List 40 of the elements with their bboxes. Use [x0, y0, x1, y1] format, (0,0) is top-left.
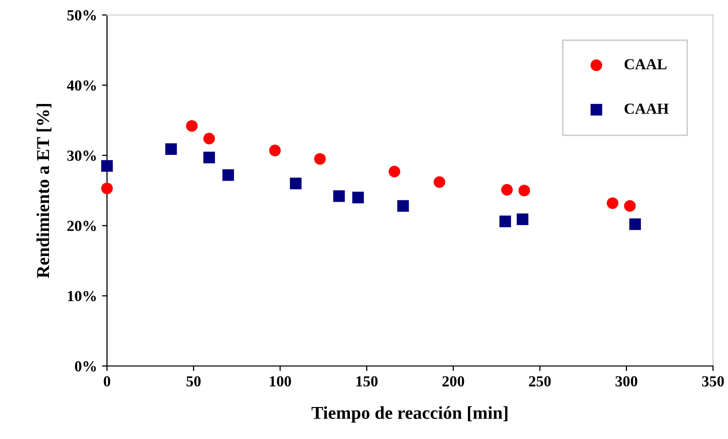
point [397, 200, 409, 212]
point [501, 184, 513, 196]
point [203, 132, 215, 144]
y-tick-label: 40% [66, 80, 96, 91]
y-tick-label: 0% [74, 361, 96, 372]
x-tick-label: 200 [442, 376, 464, 386]
point [314, 153, 326, 165]
point [101, 160, 113, 172]
point [186, 120, 198, 132]
point [629, 218, 641, 230]
point [352, 192, 364, 204]
x-tick-label: 150 [356, 376, 378, 386]
y-tick-label: 30% [67, 150, 96, 161]
x-tick-label: 250 [529, 376, 551, 386]
point [165, 143, 177, 155]
point [101, 182, 113, 194]
point [203, 152, 215, 164]
point [624, 200, 636, 212]
point [499, 216, 512, 228]
point [606, 197, 618, 209]
x-axis-title: Tiempo de reacción [min] [312, 406, 508, 423]
y-tick-label: 20% [67, 220, 96, 232]
legend-label: CAAL [624, 59, 667, 70]
point [516, 213, 528, 226]
point [518, 184, 530, 196]
x-tick-label: 50 [186, 376, 201, 386]
x-tick-label: 350 [702, 376, 724, 386]
point [269, 144, 281, 156]
y-axis-title: Rendimiento a ET [%] [36, 104, 52, 278]
point [434, 176, 446, 188]
point [333, 190, 345, 202]
x-tick-label: 0 [104, 376, 110, 386]
x-tick-label: 100 [270, 376, 292, 386]
x-tick-label: 300 [616, 376, 638, 386]
y-tick-label: 50% [67, 10, 96, 20]
point [290, 178, 302, 190]
point [222, 169, 234, 181]
y-tick-label: 10% [68, 290, 96, 302]
legend-label: CAAH [624, 104, 669, 114]
point [388, 166, 400, 178]
